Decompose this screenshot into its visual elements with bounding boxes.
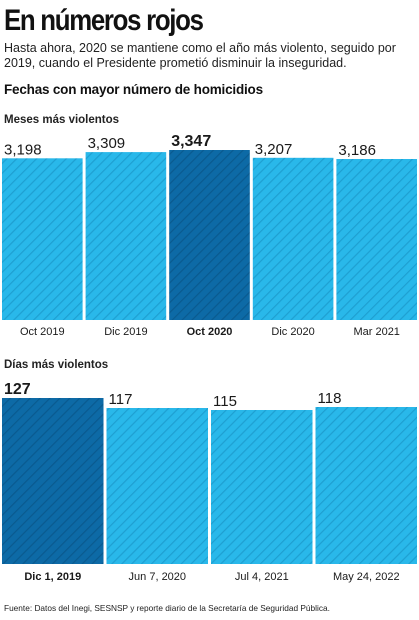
- value-label: 3,309: [88, 135, 126, 152]
- category-label: Dic 1, 2019: [24, 571, 81, 583]
- category-label: Mar 2021: [353, 326, 399, 338]
- months-chart-title: Meses más violentos: [4, 114, 120, 126]
- bar-dic-1-2019: [2, 398, 104, 564]
- bar-jul-4-2021: [211, 410, 313, 564]
- category-label: Oct 2019: [20, 326, 65, 338]
- value-label: 115: [213, 393, 237, 410]
- value-label: 118: [318, 390, 342, 407]
- page-subtitle: Hasta ahora, 2020 se mantiene como el añ…: [4, 41, 396, 70]
- section-heading: Fechas con mayor número de homicidios: [4, 82, 263, 97]
- value-label: 117: [109, 391, 133, 408]
- category-label: Jul 4, 2021: [235, 571, 289, 583]
- bar-jun-7-2020: [106, 408, 208, 564]
- page-title: En números rojos: [4, 4, 204, 37]
- value-label: 3,347: [171, 135, 211, 150]
- bar-oct-2019: [2, 158, 83, 320]
- bar-may-24-2022: [315, 407, 417, 564]
- value-label: 3,186: [338, 142, 376, 159]
- source-note: Fuente: Datos del Inegi, SESNSP y report…: [4, 603, 330, 613]
- bar-mar-2021: [336, 159, 417, 320]
- value-label: 3,198: [4, 141, 42, 158]
- value-label: 127: [4, 381, 31, 398]
- months-bar-chart: 3,198 Oct 2019 3,309 Dic 2019 3,347 Oct 2020 3…: [2, 135, 417, 338]
- category-label: May 24, 2022: [333, 571, 400, 583]
- category-label: Dic 2019: [104, 326, 147, 338]
- bar-oct-2020: [169, 150, 250, 320]
- bar-dic-2020: [252, 157, 334, 320]
- category-label: Oct 2020: [187, 326, 233, 338]
- days-chart-title: Días más violentos: [4, 359, 109, 371]
- bar-dic-2019: [85, 152, 167, 320]
- value-label: 3,207: [255, 141, 293, 158]
- days-bar-chart: 127 Dic 1, 2019 117 Jun 7, 2020 115 Jul 4, 20…: [2, 381, 417, 583]
- category-label: Dic 2020: [271, 326, 314, 338]
- category-label: Jun 7, 2020: [129, 571, 187, 583]
